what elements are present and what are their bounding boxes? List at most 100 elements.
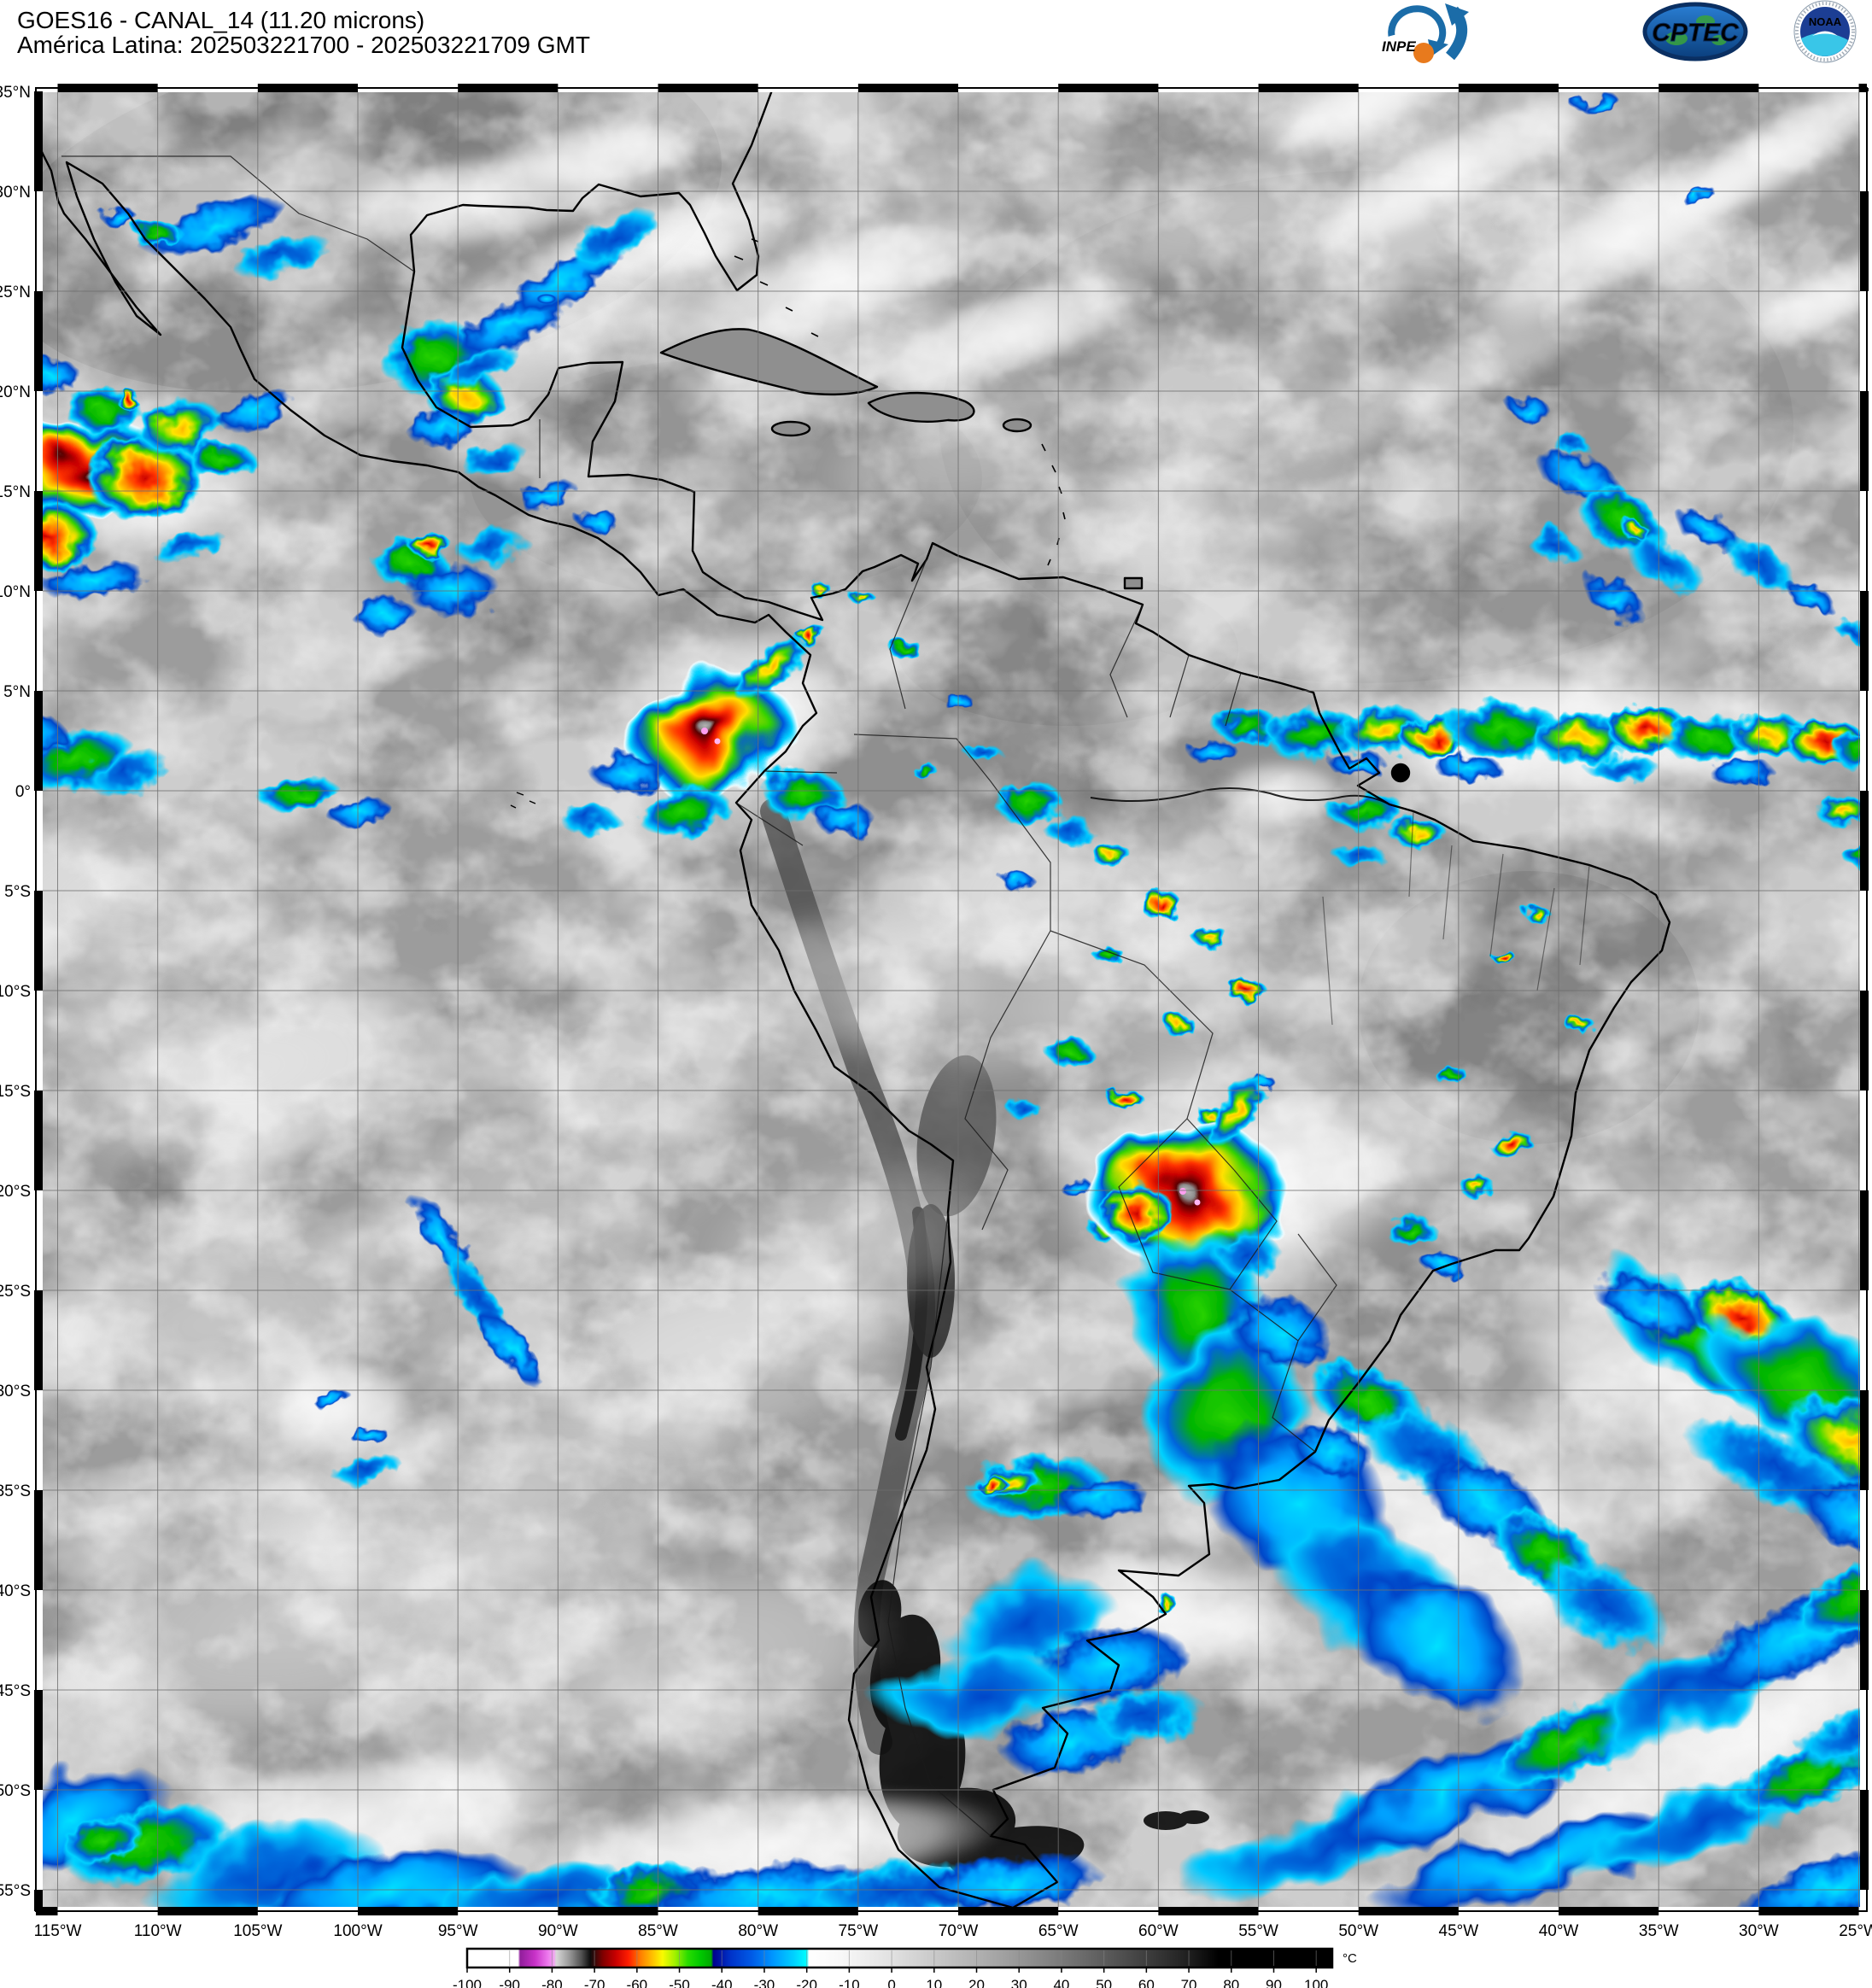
lon-label: 45°W xyxy=(1439,1922,1479,1940)
lon-label: 30°W xyxy=(1739,1922,1779,1940)
lat-label: 35°N xyxy=(0,84,31,102)
lon-label: 55°W xyxy=(1238,1922,1278,1940)
lat-label: 20°S xyxy=(0,1183,31,1201)
colorbar-tick-label: -70 xyxy=(584,1977,605,1988)
cptec-logo-text: CPTEC xyxy=(1652,19,1740,47)
colorbar-tick-label: -90 xyxy=(499,1977,520,1988)
lat-label: 25°N xyxy=(0,284,31,301)
lon-label: 105°W xyxy=(233,1922,282,1940)
neatline-segment xyxy=(1860,1790,1869,1890)
lon-label: 35°W xyxy=(1639,1922,1679,1940)
latitude-labels: 35°N 30°N 25°N 20°N 15°N 10°N 5°N 0° 5°S 10°S 15°S… xyxy=(0,84,31,1900)
lat-label: 30°S xyxy=(0,1383,31,1400)
lon-label: 65°W xyxy=(1038,1922,1079,1940)
product-title: GOES16 - CANAL_14 (11.20 microns) xyxy=(17,7,424,33)
colorbar-tick-label: -20 xyxy=(796,1977,817,1988)
colorbar-tick-label: 100 xyxy=(1304,1977,1328,1988)
lat-label: 5°N xyxy=(3,683,31,701)
noaa-logo-text: NOAA xyxy=(1809,15,1842,28)
neatline-segment xyxy=(34,891,43,991)
neatline-segment xyxy=(34,1690,43,1790)
colorbar-tick-label: 20 xyxy=(968,1977,985,1988)
neatline-segment xyxy=(34,491,43,591)
lon-label: 50°W xyxy=(1338,1922,1378,1940)
colorbar-tick-label: 80 xyxy=(1223,1977,1239,1988)
neatline-segment xyxy=(34,1490,43,1590)
cptec-logo: CPTEC xyxy=(1642,2,1748,61)
lat-label: 40°S xyxy=(0,1582,31,1600)
lat-label: 10°N xyxy=(0,583,31,601)
inpe-logo: INPE xyxy=(1379,3,1469,63)
lon-label: 85°W xyxy=(638,1922,678,1940)
neatline-segment xyxy=(1860,591,1869,691)
colorbar-tick-label: 10 xyxy=(926,1977,942,1988)
inpe-logo-text: INPE xyxy=(1382,38,1416,55)
colorbar-tick-label: -30 xyxy=(754,1977,775,1988)
lon-label: 60°W xyxy=(1138,1922,1179,1940)
lat-label: 15°S xyxy=(0,1083,31,1101)
lat-label: 10°S xyxy=(0,983,31,1001)
colorbar: -100 -90 -80 -70 -60 -50 -40 -30 -20 -10 0 10 20 30 40… xyxy=(453,1947,1357,1988)
neatline-segment xyxy=(1860,1590,1869,1690)
product-subtitle: América Latina: 202503221700 - 202503221… xyxy=(17,32,590,58)
lat-label: 25°S xyxy=(0,1283,31,1301)
colorbar-tick-label: 90 xyxy=(1266,1977,1282,1988)
neatline-segment xyxy=(34,291,43,391)
colorbar-tick-label: 0 xyxy=(887,1977,895,1988)
colorbar-unit: °C xyxy=(1343,1951,1357,1966)
coastlines xyxy=(36,88,1671,1909)
lat-label: 15°N xyxy=(0,483,31,501)
lat-label: 45°S xyxy=(0,1682,31,1700)
grid-lines xyxy=(36,88,1867,1911)
lat-label: 50°S xyxy=(0,1782,31,1800)
political-borders xyxy=(61,155,1590,1837)
lat-label: 0° xyxy=(15,783,31,801)
neatline-segment xyxy=(34,1290,43,1390)
colorbar-tick-label: 70 xyxy=(1181,1977,1197,1988)
neatline-segment xyxy=(1860,391,1869,491)
lon-label: 100°W xyxy=(333,1922,382,1940)
neatline-segment xyxy=(1860,991,1869,1090)
lon-label: 75°W xyxy=(839,1922,879,1940)
colorbar-border xyxy=(465,1947,1334,1969)
lat-label: 5°S xyxy=(4,883,31,901)
colorbar-tick-label: 50 xyxy=(1096,1977,1112,1988)
lon-label: 115°W xyxy=(34,1922,82,1940)
map-frame xyxy=(34,84,1869,1915)
lon-label: 95°W xyxy=(438,1922,478,1940)
lon-label: 40°W xyxy=(1539,1922,1579,1940)
neatline-segment xyxy=(1860,1390,1869,1490)
colorbar-tick-label: -80 xyxy=(541,1977,563,1988)
neatline-segment xyxy=(1860,191,1869,291)
lat-label: 30°N xyxy=(0,184,31,202)
noaa-logo: NOAA xyxy=(1793,0,1857,63)
neatline-segment xyxy=(34,91,43,191)
convective-systems xyxy=(36,91,1867,1911)
neatline-segment xyxy=(1860,791,1869,891)
longitude-labels: 115°W 110°W 105°W 100°W 95°W 90°W 85°W 80°W 75°W… xyxy=(34,1922,1872,1940)
colorbar-tick-label: 60 xyxy=(1138,1977,1155,1988)
colorbar-tick-label: 30 xyxy=(1011,1977,1027,1988)
neatline-segment xyxy=(34,1090,43,1190)
colorbar-gradient xyxy=(467,1949,1332,1968)
lon-label: 90°W xyxy=(538,1922,578,1940)
colorbar-tick-label: -40 xyxy=(711,1977,733,1988)
neatline-segment xyxy=(34,691,43,791)
satellite-imagery xyxy=(36,88,1867,1911)
colorbar-tick-label: 40 xyxy=(1053,1977,1069,1988)
colorbar-tick-label: -60 xyxy=(627,1977,648,1988)
neatline-segment xyxy=(34,1890,43,1911)
neatline-segment xyxy=(1860,88,1869,91)
map-border xyxy=(35,87,1868,1912)
lon-label: 25°W xyxy=(1839,1922,1872,1940)
neatline-segment xyxy=(1860,1190,1869,1290)
lat-label: 55°S xyxy=(0,1882,31,1900)
lon-label: 80°W xyxy=(738,1922,778,1940)
colorbar-tick-label: -10 xyxy=(839,1977,860,1988)
lat-label: 20°N xyxy=(0,383,31,401)
colorbar-tick-label: -100 xyxy=(453,1977,482,1988)
colorbar-tick-label: -50 xyxy=(669,1977,690,1988)
lon-label: 110°W xyxy=(134,1922,182,1940)
